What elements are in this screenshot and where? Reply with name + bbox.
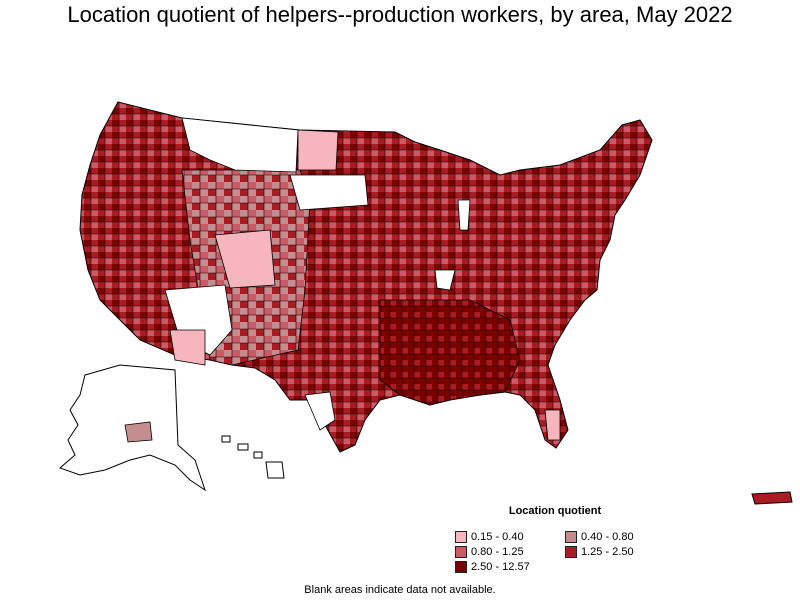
legend-swatch: [455, 531, 467, 543]
legend-title: Location quotient: [508, 505, 602, 517]
puerto-rico: [751, 491, 793, 505]
hawaii: [221, 435, 285, 479]
legend-swatch: [455, 546, 467, 558]
lowest-class-areas: [169, 129, 561, 441]
south-region: [379, 299, 521, 406]
legend-item: 0.80 - 1.25: [455, 546, 565, 558]
no-data-areas: [164, 117, 471, 431]
alaska-area: [124, 421, 153, 443]
legend-item: 0.15 - 0.40: [455, 531, 565, 543]
legend-label: 0.40 - 0.80: [581, 531, 634, 543]
legend-item: 0.40 - 0.80: [565, 531, 675, 543]
legend-label: 1.25 - 2.50: [581, 546, 634, 558]
legend-swatch: [565, 531, 577, 543]
legend-label: 0.15 - 0.40: [471, 531, 524, 543]
legend-item: 2.50 - 12.57: [455, 561, 565, 573]
legend-item: 1.25 - 2.50: [565, 546, 675, 558]
legend-swatch: [455, 561, 467, 573]
legend: Location quotient 0.15 - 0.40 0.40 - 0.8…: [455, 505, 675, 573]
legend-swatch: [565, 546, 577, 558]
legend-label: 0.80 - 1.25: [471, 546, 524, 558]
map-note: Blank areas indicate data not available.: [304, 584, 496, 596]
legend-label: 2.50 - 12.57: [471, 561, 530, 573]
map-title: Location quotient of helpers--production…: [67, 2, 733, 27]
